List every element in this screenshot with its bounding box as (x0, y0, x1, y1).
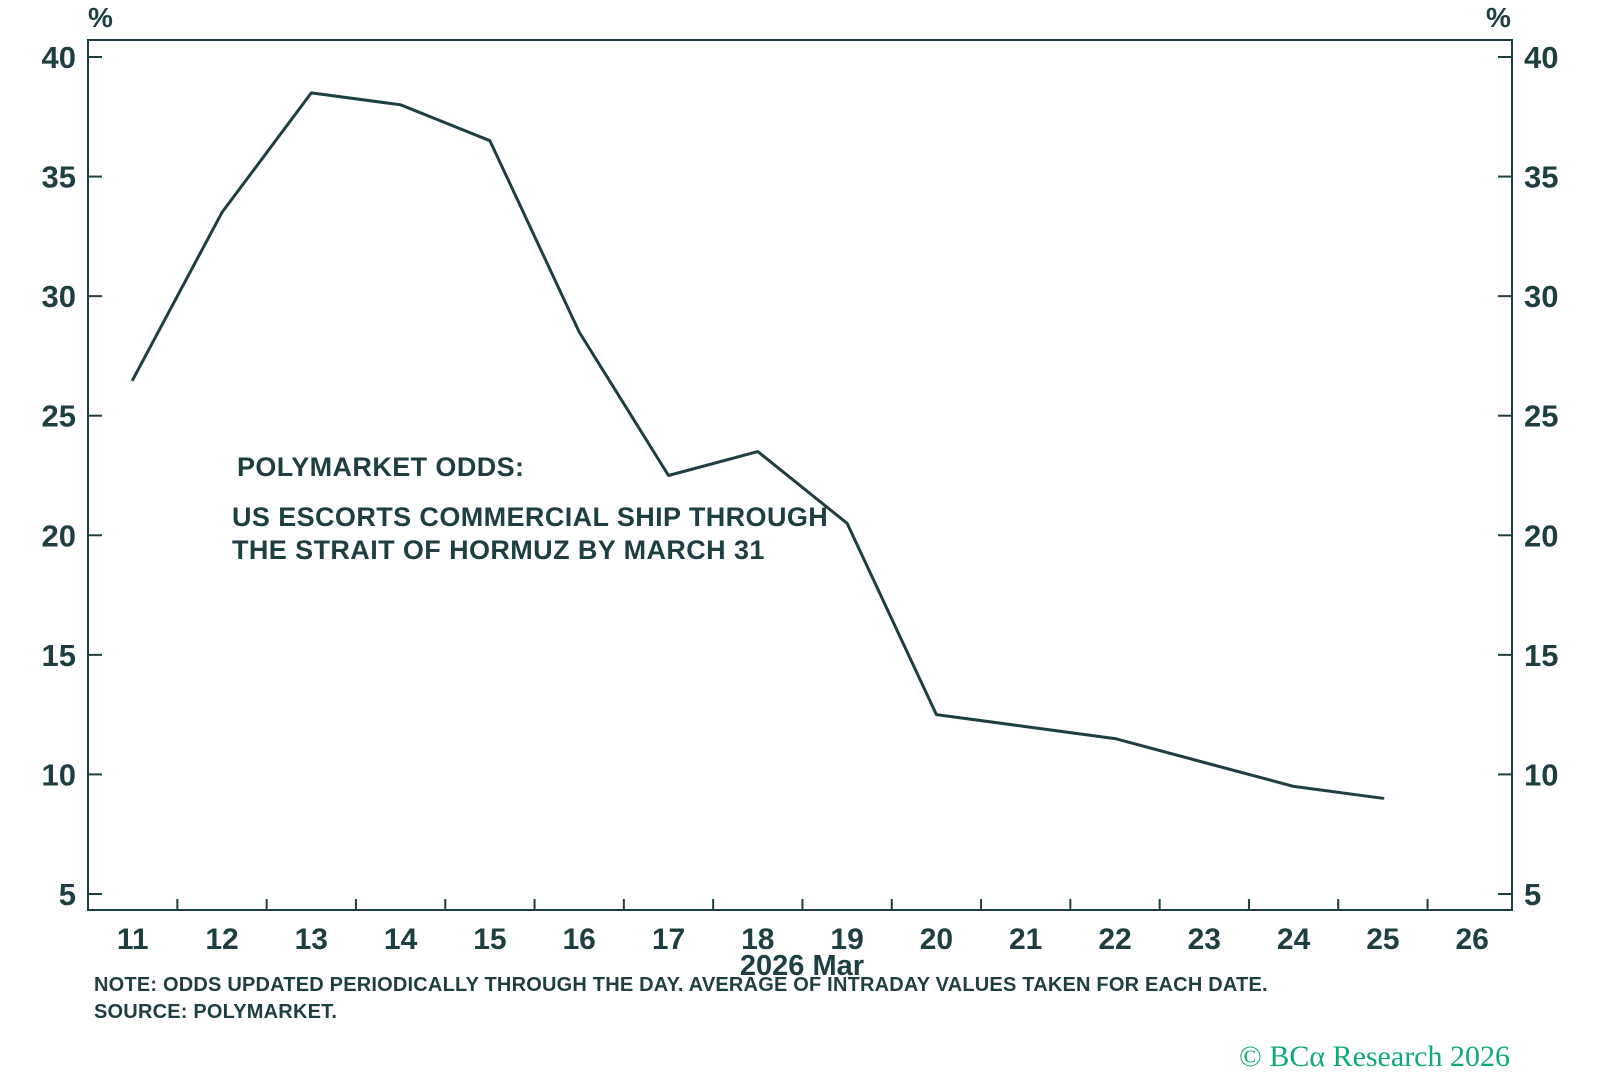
y-axis-tick-label-right: 35 (1524, 160, 1558, 195)
y-axis-tick-label-left: 10 (42, 757, 76, 792)
x-axis-tick-label: 15 (473, 923, 506, 956)
x-axis-tick-label: 19 (830, 923, 863, 956)
y-axis-tick-label-left: 40 (42, 40, 76, 75)
x-axis-title: 2026 Mar (739, 950, 865, 982)
x-axis-tick-label: 16 (563, 923, 596, 956)
y-axis-tick-label-right: 25 (1524, 399, 1558, 434)
y-axis-tick-label-left: 15 (42, 638, 76, 673)
bca-research-logo: © BCα Research 2026 (1239, 1040, 1510, 1073)
x-axis-tick-label: 13 (295, 923, 328, 956)
x-axis-tick-label: 23 (1188, 923, 1221, 956)
y-axis-tick-label-right: 5 (1524, 877, 1541, 912)
plot-border (87, 39, 1513, 911)
x-axis-tick-label: 12 (205, 923, 238, 956)
x-axis-tick-label: 26 (1456, 923, 1489, 956)
y-axis-tick-label-left: 30 (42, 279, 76, 314)
y-axis-tick-label-right: 40 (1524, 40, 1558, 75)
x-axis-tick-label: 22 (1098, 923, 1131, 956)
y-axis-tick-label-right: 20 (1524, 518, 1558, 553)
x-axis-tick-label: 24 (1277, 923, 1311, 956)
footnote-note: NOTE: ODDS UPDATED PERIODICALLY THROUGH … (94, 974, 1268, 996)
chart-title-body: US ESCORTS COMMERCIAL SHIP THROUGH THE S… (232, 501, 828, 567)
odds-line-series (131, 91, 1385, 800)
y-axis-tick-label-left: 5 (59, 877, 76, 912)
x-axis-tick-label: 21 (1009, 923, 1042, 956)
x-axis-tick-label: 25 (1366, 923, 1399, 956)
chart-title-line2: THE STRAIT OF HORMUZ BY MARCH 31 (232, 535, 765, 565)
x-axis-tick-label: 20 (920, 923, 953, 956)
y-axis-tick-label-left: 25 (42, 399, 76, 434)
y-axis-unit-left: % (88, 2, 113, 33)
chart-title-heading: POLYMARKET ODDS: (237, 452, 525, 482)
x-axis-tick-label: 14 (384, 923, 418, 956)
x-axis-tick-label: 11 (117, 923, 149, 956)
y-axis-tick-label-right: 15 (1524, 638, 1558, 673)
x-axis-tick-label: 17 (652, 923, 685, 956)
footnote-source: SOURCE: POLYMARKET. (94, 1001, 338, 1023)
y-axis-tick-label-left: 20 (42, 518, 76, 553)
y-axis-unit-right: % (1486, 2, 1511, 33)
y-axis-tick-label-left: 35 (42, 160, 76, 195)
y-axis-tick-label-right: 30 (1524, 279, 1558, 314)
y-axis-tick-label-right: 10 (1524, 757, 1558, 792)
chart-title-line1: US ESCORTS COMMERCIAL SHIP THROUGH (232, 502, 829, 532)
x-axis-tick-label: 18 (741, 923, 774, 956)
